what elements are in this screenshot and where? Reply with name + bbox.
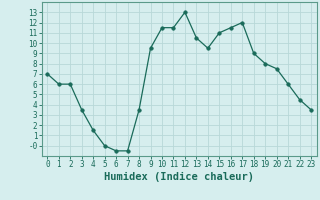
X-axis label: Humidex (Indice chaleur): Humidex (Indice chaleur) xyxy=(104,172,254,182)
